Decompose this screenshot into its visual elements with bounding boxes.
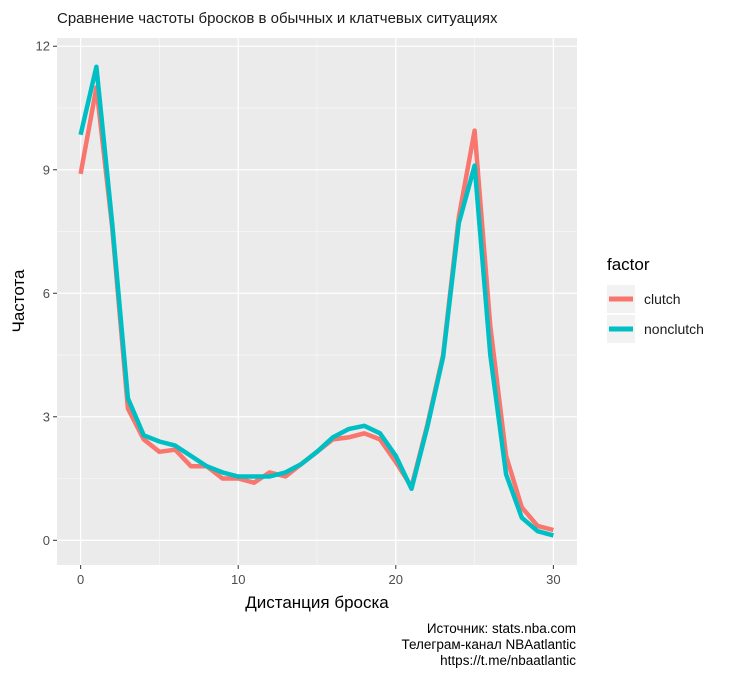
y-axis: 0 3 6 9 12 xyxy=(36,39,57,548)
caption-source: Источник: stats.nba.com xyxy=(427,621,576,636)
legend-label-nonclutch: nonclutch xyxy=(644,321,704,337)
legend-title: factor xyxy=(607,255,650,274)
x-tick-label: 0 xyxy=(77,572,84,587)
legend-label-clutch: clutch xyxy=(644,291,681,307)
x-tick-label: 10 xyxy=(231,572,245,587)
series-line-nonclutch xyxy=(78,64,554,538)
x-tick-label: 20 xyxy=(389,572,403,587)
y-tick-label: 0 xyxy=(43,533,50,548)
x-axis: 0 10 20 30 xyxy=(77,565,561,587)
minor-gridlines xyxy=(57,38,577,565)
caption: Источник: stats.nba.com Телеграм-канал N… xyxy=(402,621,577,668)
y-tick-label: 3 xyxy=(43,409,50,424)
caption-url: https://t.me/nbaatlantic xyxy=(440,653,576,668)
y-tick-label: 6 xyxy=(43,286,50,301)
chart-title: Сравнение частоты бросков в обычных и кл… xyxy=(57,10,498,27)
x-tick-label: 30 xyxy=(546,572,560,587)
y-tick-label: 9 xyxy=(43,162,50,177)
caption-telegram: Телеграм-канал NBAatlantic xyxy=(402,637,577,652)
x-axis-title: Дистанция броска xyxy=(245,593,389,612)
series-lines xyxy=(78,64,554,538)
y-axis-title: Частота xyxy=(9,269,28,333)
y-tick-label: 12 xyxy=(36,39,50,54)
legend: factor clutch nonclutch xyxy=(607,255,704,343)
